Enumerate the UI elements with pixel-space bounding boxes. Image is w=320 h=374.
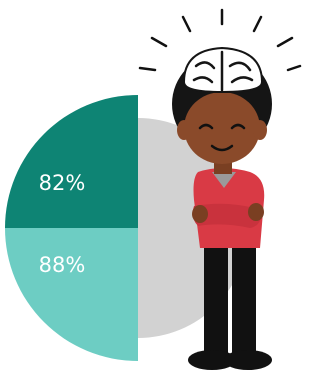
infographic: 82% 88%	[0, 0, 302, 374]
segment-top	[5, 95, 138, 228]
segment-bottom	[5, 228, 138, 361]
segment-label: 82%	[39, 171, 86, 195]
segment-label: 88%	[39, 253, 86, 277]
